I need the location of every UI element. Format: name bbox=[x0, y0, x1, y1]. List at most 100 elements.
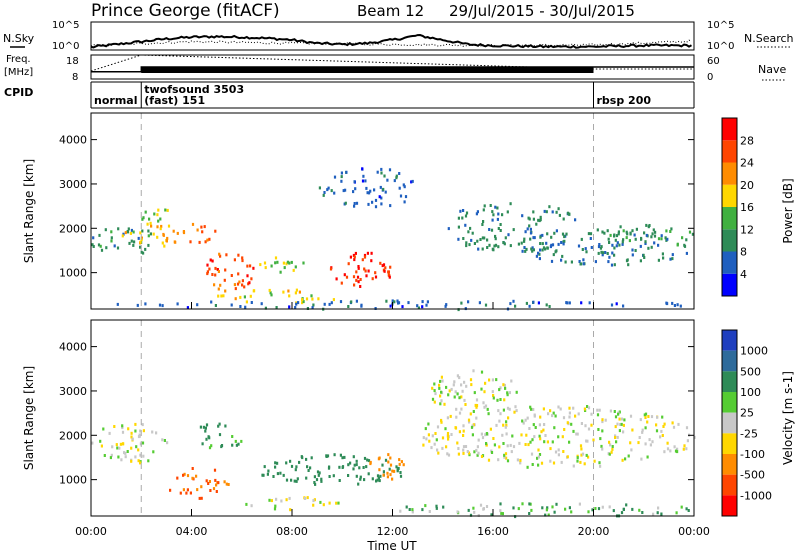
data-cell bbox=[374, 271, 377, 275]
data-cell bbox=[367, 472, 370, 476]
data-cell bbox=[475, 212, 478, 216]
data-cell bbox=[546, 232, 549, 236]
data-cell bbox=[599, 464, 602, 468]
data-cell bbox=[619, 423, 622, 426]
data-cell bbox=[399, 194, 403, 198]
data-cell bbox=[677, 422, 680, 426]
data-cell bbox=[502, 383, 505, 387]
data-cell bbox=[389, 473, 392, 477]
data-cell bbox=[142, 429, 145, 433]
freq-tick-right-top: 60 bbox=[707, 56, 720, 67]
data-cell bbox=[436, 425, 440, 429]
y-tick-label: 1000 bbox=[59, 474, 87, 487]
data-cell bbox=[205, 437, 208, 441]
data-cell bbox=[460, 395, 463, 399]
data-cell bbox=[488, 378, 491, 382]
noise-series bbox=[90, 33, 692, 49]
data-cell bbox=[295, 302, 298, 306]
data-cell bbox=[340, 171, 343, 175]
data-cell bbox=[524, 230, 527, 234]
data-cell bbox=[91, 441, 94, 445]
data-cell bbox=[538, 453, 542, 456]
data-cell bbox=[508, 407, 511, 411]
data-cell bbox=[472, 423, 475, 427]
data-cell bbox=[469, 378, 473, 382]
data-cell bbox=[141, 229, 144, 233]
data-cell bbox=[568, 440, 571, 444]
data-cell bbox=[142, 251, 145, 255]
data-cell bbox=[563, 239, 566, 243]
data-cell bbox=[458, 376, 461, 380]
data-cell bbox=[339, 300, 343, 304]
data-cell bbox=[517, 242, 520, 246]
data-cell bbox=[597, 245, 601, 249]
data-cell bbox=[296, 477, 299, 481]
data-cell bbox=[616, 241, 619, 245]
data-cell bbox=[447, 453, 451, 457]
data-cell bbox=[480, 455, 484, 458]
data-cell bbox=[529, 405, 532, 409]
data-cell bbox=[610, 263, 614, 267]
data-cell bbox=[443, 402, 446, 406]
data-cell bbox=[540, 461, 544, 465]
colorbar-segment bbox=[722, 330, 737, 351]
velocity-colorbar: 1000 500 100 25 -25 -100 -500 -1000 bbox=[721, 329, 772, 517]
data-cell bbox=[161, 438, 164, 442]
data-cell bbox=[156, 213, 159, 217]
data-cell bbox=[502, 423, 505, 427]
data-cell bbox=[607, 260, 610, 264]
data-cell bbox=[495, 423, 498, 427]
data-cell bbox=[318, 471, 321, 475]
data-cell bbox=[467, 300, 470, 304]
data-cell bbox=[531, 463, 534, 466]
data-cell bbox=[196, 303, 199, 307]
data-cell bbox=[590, 412, 593, 416]
data-cell bbox=[241, 283, 244, 287]
data-cell bbox=[673, 304, 676, 307]
noise-tick-right-top: 10^5 bbox=[707, 20, 734, 31]
data-cell bbox=[100, 444, 103, 448]
data-cell bbox=[167, 224, 171, 228]
data-cell bbox=[651, 232, 654, 236]
data-cell bbox=[411, 508, 414, 512]
data-cell bbox=[263, 465, 266, 469]
data-cell bbox=[489, 427, 492, 431]
data-cell bbox=[607, 237, 610, 241]
data-cell bbox=[249, 264, 252, 268]
data-cell bbox=[302, 261, 305, 265]
data-cell bbox=[601, 420, 604, 424]
data-cell bbox=[618, 410, 621, 414]
data-cell bbox=[139, 461, 142, 465]
data-cell bbox=[355, 201, 359, 205]
data-cell bbox=[108, 431, 111, 435]
data-cell bbox=[645, 233, 648, 237]
data-cell bbox=[568, 301, 571, 305]
data-cell bbox=[110, 239, 113, 243]
data-cell bbox=[447, 393, 450, 397]
data-cell bbox=[616, 435, 619, 439]
data-cell bbox=[378, 479, 381, 483]
data-cell bbox=[579, 460, 582, 464]
data-cell bbox=[160, 224, 163, 228]
data-cell bbox=[140, 250, 143, 254]
data-cell bbox=[533, 435, 536, 439]
data-cell bbox=[456, 510, 459, 514]
data-cell bbox=[380, 167, 383, 171]
data-cell bbox=[121, 424, 124, 428]
data-cell bbox=[542, 407, 545, 411]
data-cell bbox=[157, 219, 160, 223]
data-cell bbox=[486, 246, 489, 249]
data-cell bbox=[441, 436, 445, 440]
data-cell bbox=[499, 412, 502, 416]
data-cell bbox=[504, 425, 507, 429]
data-cell bbox=[521, 214, 524, 218]
data-cell bbox=[120, 458, 123, 462]
data-cell bbox=[422, 436, 425, 440]
data-cell bbox=[466, 450, 469, 453]
data-cell bbox=[475, 405, 478, 409]
data-cell bbox=[577, 244, 581, 248]
data-cell bbox=[403, 185, 406, 189]
data-cell bbox=[301, 301, 304, 305]
data-cell bbox=[596, 413, 600, 417]
data-cell bbox=[585, 250, 588, 254]
